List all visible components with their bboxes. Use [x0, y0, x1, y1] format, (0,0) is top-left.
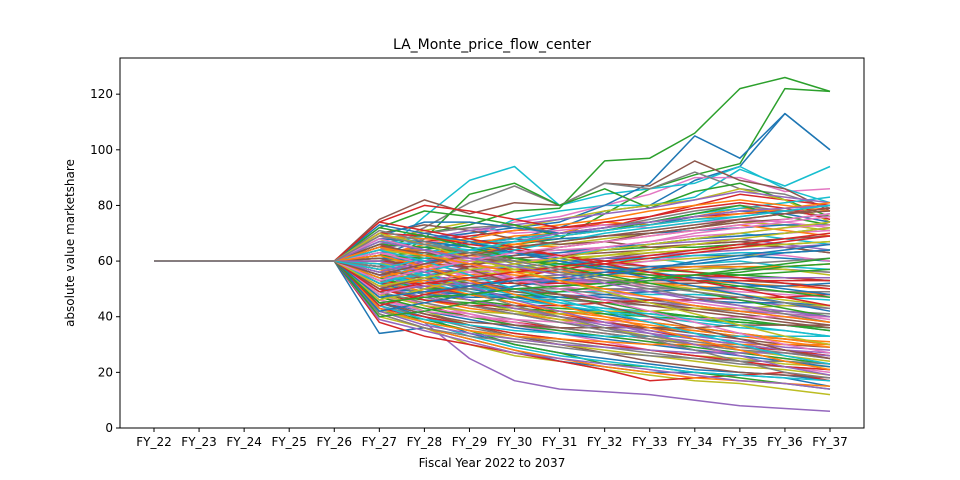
series-lines: [154, 76, 831, 413]
x-tick-label: FY_24: [226, 435, 262, 449]
y-tick-label: 60: [98, 254, 113, 268]
x-tick-label: FY_28: [407, 435, 443, 449]
x-tick-label: FY_33: [632, 435, 668, 449]
plot-area-frame: [119, 57, 865, 429]
x-tick-label: FY_35: [722, 435, 758, 449]
x-axis-title: Fiscal Year 2022 to 2037: [419, 456, 566, 470]
x-tick-label: FY_27: [362, 435, 398, 449]
y-tick-label: 100: [90, 143, 113, 157]
y-tick-label: 0: [105, 421, 113, 435]
y-axis-title: absolute value marketshare: [63, 159, 77, 327]
y-tick-label: 80: [98, 198, 113, 212]
x-tick-label: FY_34: [677, 435, 713, 449]
x-tick-label: FY_30: [497, 435, 533, 449]
y-axis: 0 20 40 60 80 100 120: [90, 87, 120, 435]
x-tick-label: FY_29: [452, 435, 488, 449]
x-tick-label: FY_31: [542, 435, 578, 449]
x-tick-label: FY_37: [812, 435, 848, 449]
y-tick-label: 120: [90, 87, 113, 101]
x-axis: FY_22 FY_23 FY_24 FY_25 FY_26 FY_27 FY_28 FY_29…: [136, 428, 848, 449]
x-tick-label: FY_32: [587, 435, 623, 449]
x-tick-label: FY_22: [136, 435, 172, 449]
x-tick-label: FY_25: [271, 435, 307, 449]
x-tick-label: FY_26: [317, 435, 353, 449]
series-line-144: [154, 235, 831, 310]
y-tick-label: 20: [98, 365, 113, 379]
chart-title: LA_Monte_price_flow_center: [393, 37, 591, 53]
x-tick-label: FY_36: [767, 435, 803, 449]
x-tick-label: FY_23: [181, 435, 217, 449]
y-tick-label: 40: [98, 310, 113, 324]
